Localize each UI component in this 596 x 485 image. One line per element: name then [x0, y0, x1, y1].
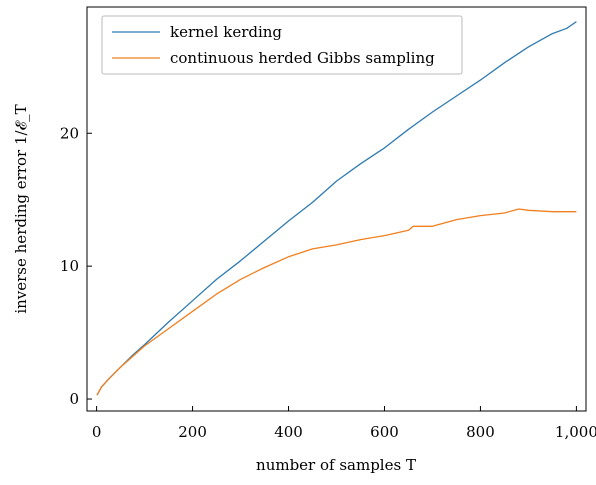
- x-tick-label: 800: [466, 423, 495, 441]
- x-tick-label: 0: [92, 423, 102, 441]
- x-tick-label: 200: [178, 423, 207, 441]
- axis-ticks: 0 200 400 600 800 1,000 0 10 20: [60, 124, 596, 441]
- y-tick-label: 20: [60, 124, 79, 142]
- y-axis-label: inverse herding error 1/𝓔_T: [12, 104, 30, 313]
- legend-label-gibbs: continuous herded Gibbs sampling: [170, 49, 435, 67]
- plot-frame: [86, 6, 587, 412]
- legend: kernel kerding continuous herded Gibbs s…: [101, 15, 463, 75]
- legend-box: [101, 15, 463, 75]
- series-line-0: [96, 21, 577, 396]
- series-line-1: [96, 208, 577, 396]
- x-tick-label: 400: [274, 423, 303, 441]
- legend-label-kernel-kerding: kernel kerding: [170, 23, 282, 41]
- x-axis-label: number of samples T: [256, 456, 416, 474]
- x-tick-label: 600: [370, 423, 399, 441]
- series-layer: [96, 21, 577, 396]
- y-tick-label: 10: [60, 257, 79, 275]
- y-tick-label: 0: [69, 390, 79, 408]
- x-tick-label: 1,000: [555, 423, 596, 441]
